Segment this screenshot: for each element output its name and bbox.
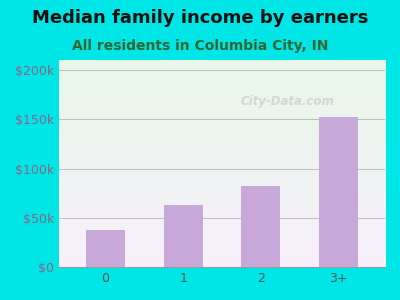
Text: Median family income by earners: Median family income by earners: [32, 9, 368, 27]
Bar: [241, 186, 280, 267]
Text: City-Data.com: City-Data.com: [240, 95, 334, 108]
Bar: [86, 230, 125, 267]
Text: All residents in Columbia City, IN: All residents in Columbia City, IN: [72, 39, 328, 53]
Bar: [164, 205, 202, 267]
Bar: [319, 117, 358, 267]
